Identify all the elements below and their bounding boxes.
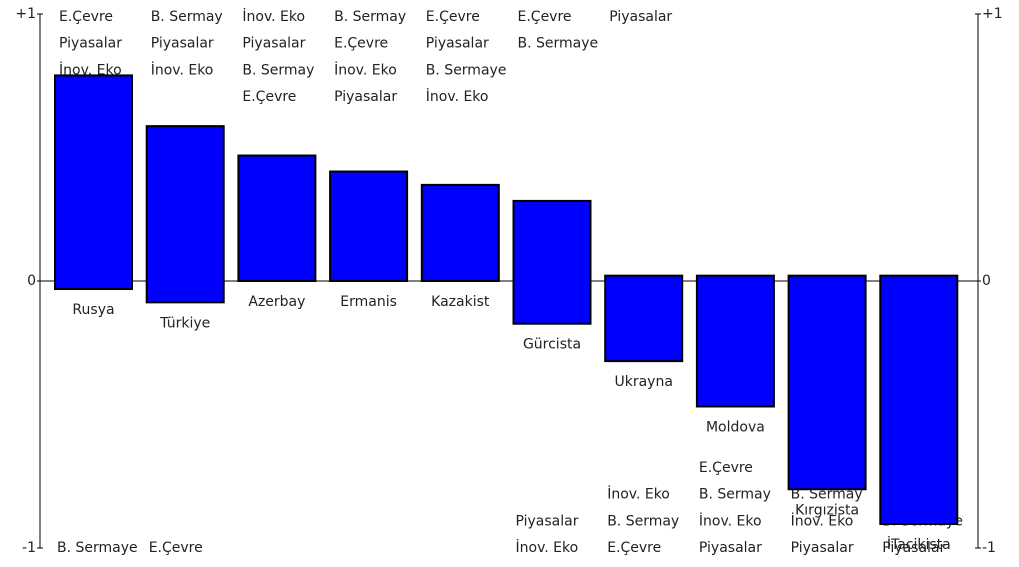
bar — [237, 154, 317, 282]
criterion-label: E.Çevre — [242, 89, 296, 105]
criterion-label: B. Sermay — [607, 513, 679, 529]
bar-label: Kazakist — [431, 294, 490, 310]
criterion-label: İnov. Eko — [426, 87, 489, 105]
bar — [604, 274, 684, 363]
criterion-label: B. Sermay — [699, 487, 771, 503]
criterion-label: İnov. Eko — [699, 511, 762, 529]
bar-label: Moldova — [706, 419, 765, 435]
bar-label: Gürcista — [523, 337, 581, 353]
bar — [879, 274, 959, 525]
bar — [695, 274, 775, 408]
criterion-label: Piyasalar — [426, 36, 489, 52]
criterion-label: Piyasalar — [151, 36, 214, 52]
criterion-label: Piyasalar — [242, 36, 305, 52]
y-tick-label: 0 — [27, 273, 36, 289]
criterion-label: Piyasalar — [59, 36, 122, 52]
criterion-label: E.Çevre — [426, 9, 480, 25]
criterion-label: B. Sermay — [242, 62, 314, 78]
bar-label: Türkiye — [159, 315, 210, 331]
criterion-label: E.Çevre — [607, 540, 661, 556]
bar-label: Kırgızista — [795, 502, 859, 518]
criterion-label: B. Sermay — [791, 487, 863, 503]
bar-label: Ukrayna — [614, 374, 672, 390]
criterion-label: E.Çevre — [334, 36, 388, 52]
bar — [787, 274, 867, 491]
criterion-label: İnov. Eko — [59, 60, 122, 78]
bar — [512, 199, 592, 325]
bar — [54, 74, 133, 291]
criterion-label: E.Çevre — [149, 540, 203, 556]
criterion-label: E.Çevre — [699, 460, 753, 476]
criterion-label: E.Çevre — [59, 9, 113, 25]
criterion-label: E.Çevre — [518, 9, 572, 25]
bar-label: Rusya — [72, 302, 114, 318]
criterion-label: B. Sermaye — [57, 540, 138, 556]
criterion-label: B. Sermay — [151, 9, 223, 25]
criterion-label: İnov. Eko — [607, 485, 670, 503]
bar-label: Azerbay — [248, 294, 305, 310]
criterion-label: Piyasalar — [791, 540, 854, 556]
y2-tick-label: 0 — [982, 273, 991, 289]
bar — [329, 170, 409, 282]
bar — [420, 183, 500, 283]
criterion-label: İnov. Eko — [151, 60, 214, 78]
y2-tick-label: +1 — [982, 6, 1003, 22]
bar-label: Ermanis — [340, 294, 397, 310]
bar-label: İTacikista — [887, 535, 951, 553]
y-tick-label: -1 — [22, 540, 36, 556]
criterion-label: B. Sermay — [334, 9, 406, 25]
criterion-label: Piyasalar — [882, 540, 945, 556]
criterion-label: İnov. Eko — [516, 538, 579, 556]
criterion-label: Piyasalar — [334, 89, 397, 105]
criterion-label: İnov. Eko — [791, 511, 854, 529]
criterion-label: İnov. Eko — [242, 7, 305, 25]
criterion-label: B. Sermaye — [426, 62, 507, 78]
y-tick-label: +1 — [15, 6, 36, 22]
y2-tick-label: -1 — [982, 540, 996, 556]
criterion-label: İnov. Eko — [334, 60, 397, 78]
criterion-label: Piyasalar — [609, 9, 672, 25]
criterion-label: Piyasalar — [699, 540, 762, 556]
criterion-label: B. Sermaye — [518, 36, 599, 52]
criterion-label: Piyasalar — [516, 513, 579, 529]
bar — [145, 125, 225, 304]
